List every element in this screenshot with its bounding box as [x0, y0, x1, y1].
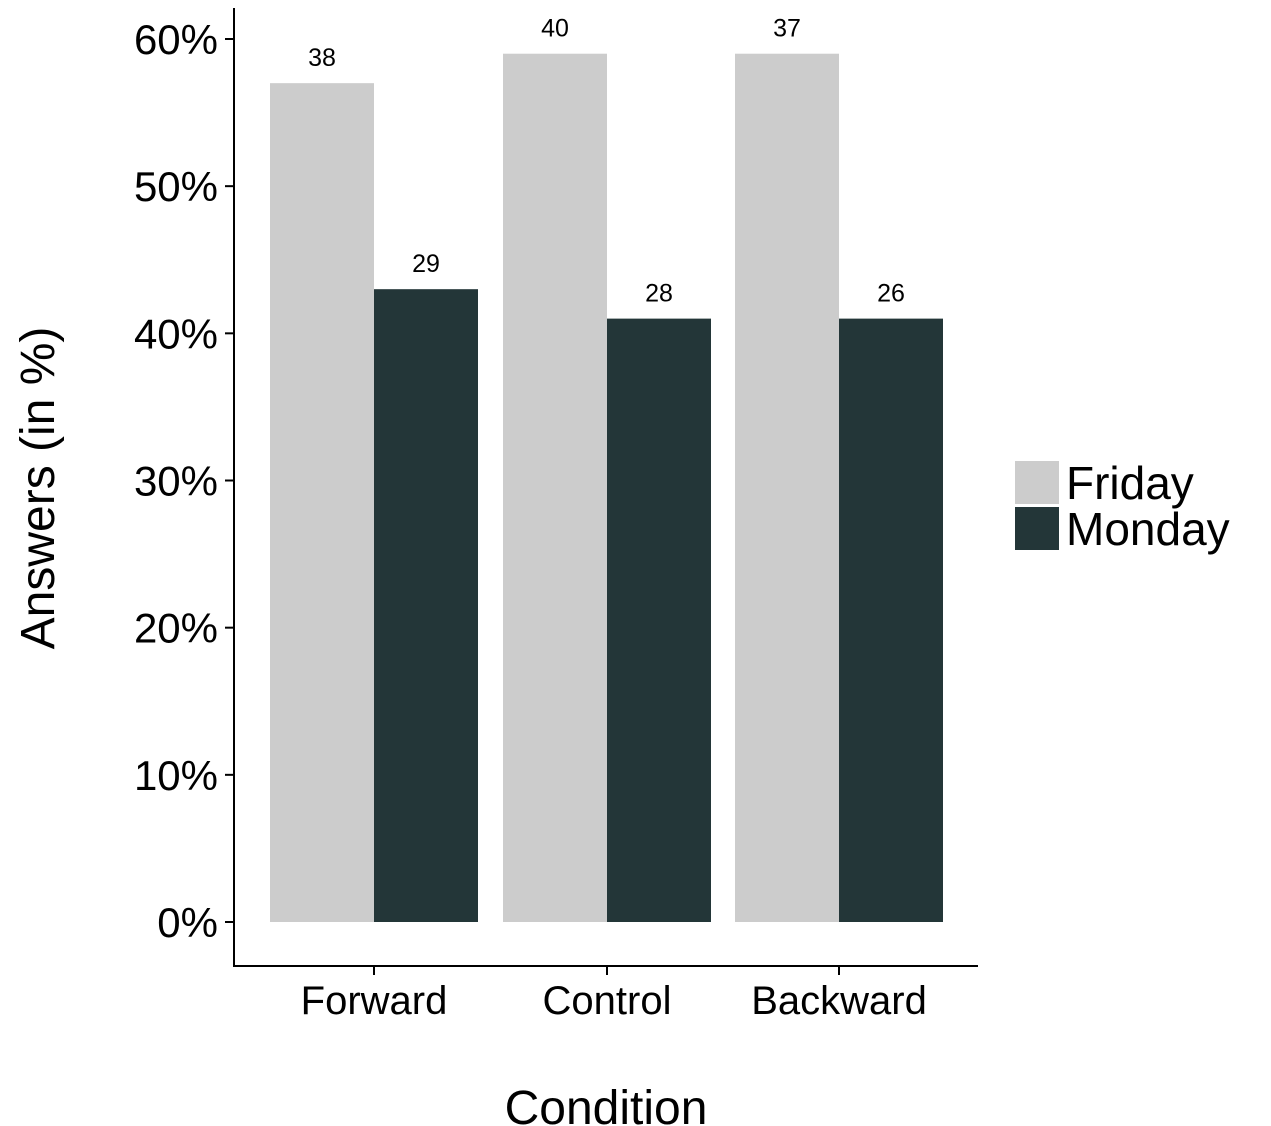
y-ticks-layer: 0% 10% 20% 30% 40% 50% 60% [134, 16, 234, 946]
x-tick-label-forward: Forward [301, 979, 448, 1023]
legend-key-friday [1015, 461, 1059, 504]
legend-label-friday: Friday [1066, 457, 1194, 509]
y-tick-label: 20% [134, 605, 218, 652]
x-ticks-layer: Forward Control Backward [301, 966, 927, 1023]
data-label-friday-control: 40 [541, 15, 569, 43]
axes-layer [233, 8, 978, 967]
bar-monday-forward [374, 289, 478, 922]
data-label-friday-forward: 38 [308, 44, 336, 72]
y-tick-label: 60% [134, 16, 218, 63]
bars-layer [270, 53, 943, 922]
y-axis-title: Answers (in %) [12, 327, 65, 650]
data-label-monday-control: 28 [645, 280, 673, 308]
bar-friday-control [503, 53, 607, 922]
x-tick-label-backward: Backward [751, 979, 927, 1023]
bar-friday-forward [270, 83, 374, 922]
data-label-friday-backward: 37 [773, 15, 801, 43]
data-labels-layer: 38 29 40 28 37 26 [308, 15, 905, 308]
data-label-monday-forward: 29 [412, 250, 440, 278]
bar-friday-backward [735, 53, 839, 922]
y-tick-label: 50% [134, 163, 218, 210]
y-tick-label: 40% [134, 310, 218, 357]
bar-monday-control [607, 318, 711, 922]
y-tick-label: 0% [157, 899, 218, 946]
x-tick-label-control: Control [543, 979, 672, 1023]
bar-monday-backward [839, 318, 943, 922]
data-label-monday-backward: 26 [877, 280, 905, 308]
y-tick-label: 30% [134, 458, 218, 505]
legend-key-monday [1015, 507, 1059, 550]
x-axis-title: Condition [505, 1082, 708, 1126]
legend-label-monday: Monday [1066, 503, 1230, 555]
y-tick-label: 10% [134, 752, 218, 799]
